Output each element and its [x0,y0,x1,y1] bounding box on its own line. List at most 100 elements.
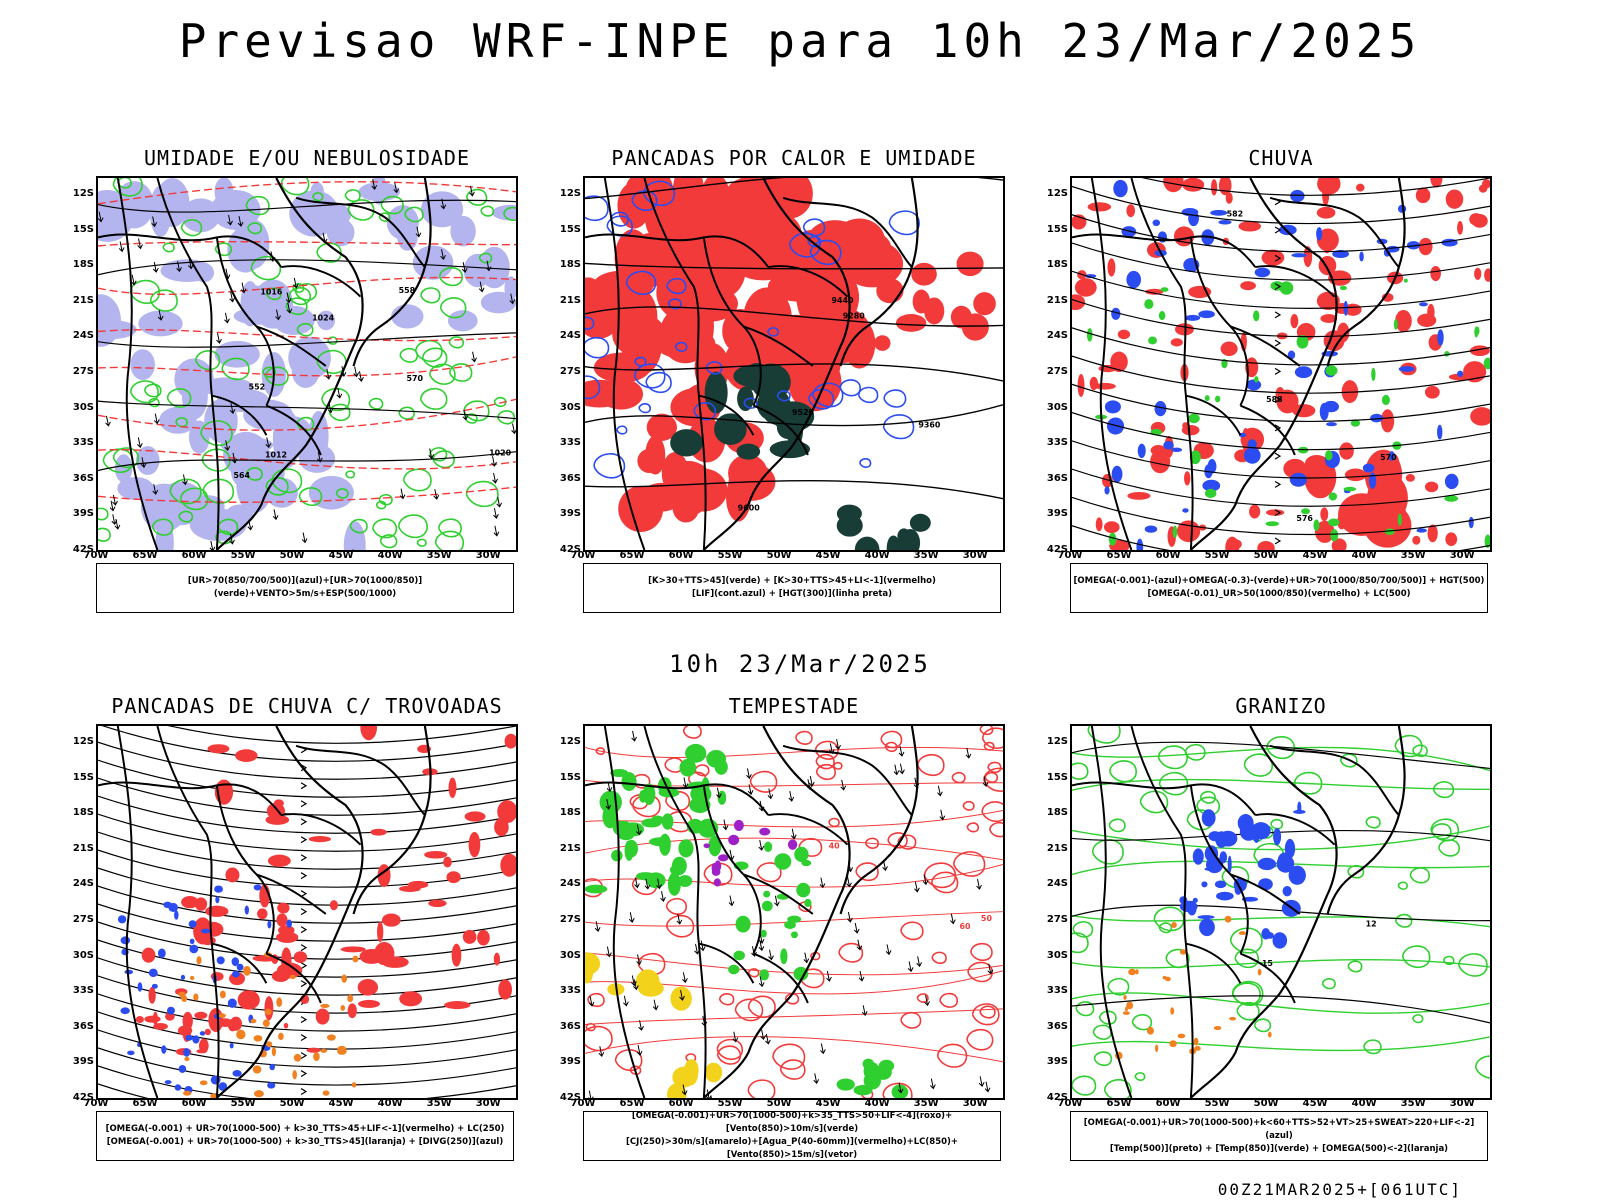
panel-title: PANCADAS POR CALOR E UMIDADE [611,146,977,170]
convective-area-red [585,291,622,339]
precipitable-water-contour [595,747,606,756]
omega-area-green [1403,278,1408,283]
wind-vector [136,437,143,449]
streamline-arrow [300,782,308,790]
omega-area-blue [1290,189,1305,203]
convective-area-red [618,485,664,532]
longitude-label: 40W [1351,550,1377,561]
hail-area-blue [1216,891,1234,901]
humidity-contour-low [397,514,428,539]
wind-vector [899,763,905,775]
hail-area-blue [1197,915,1215,920]
storm-area-red [399,885,421,892]
temp-850-contour [1184,743,1206,761]
wind-vector [353,366,360,378]
streamline-500 [1072,468,1490,507]
omega-area-blue [1202,479,1221,492]
temp-850-contour [1412,1014,1424,1024]
storm-area-orange [252,1065,262,1074]
wind-vector [152,262,159,273]
storm-area-red [293,951,308,963]
streamline-arrow [300,764,308,772]
longitude-label: 35W [913,550,939,561]
divergence-area-blue [215,896,220,904]
humidity-contour-low [288,287,311,306]
precipitable-water-contour [966,1028,994,1051]
wind-850-area [717,790,727,805]
storm-area-orange [293,1053,302,1062]
temp-850-contour [1134,1072,1146,1081]
storm-area-red [271,970,290,982]
contour-label: 1016 [260,288,283,297]
omega-area-blue [1437,424,1443,440]
humidity-contour-low [439,297,467,319]
contour-label: 9360 [918,420,941,429]
omega-area-red [1257,540,1275,550]
temp-850-contour [1072,762,1089,780]
border-line [156,178,220,550]
precipitable-water-contour [923,862,957,889]
omega-area-red [1220,341,1238,357]
omega-area-green [1371,367,1376,381]
wind-850-area [761,900,773,912]
storm-area-orange [210,1093,217,1098]
humidity-area-high [310,182,324,201]
hail-area-blue [1273,828,1282,846]
temp-500-contour [1072,741,1490,770]
wind-vector [976,879,982,890]
wind-850-area [733,950,745,961]
humidity-contour-low [262,366,277,378]
jet-stream-area [638,979,664,997]
convective-area-red [839,223,873,263]
wind-850-area [804,898,812,908]
omega-area-red [1089,376,1099,391]
omega-area-red [1415,187,1431,204]
precipitable-water-contour [832,761,843,770]
temp-850-contour [1131,1014,1153,1031]
border-line [753,952,809,1004]
omega-area-red [1424,481,1439,493]
longitude-label: 60W [668,1098,694,1109]
convective-area-green [909,513,931,532]
border-line [768,813,849,846]
omega-500-area [1126,1001,1134,1010]
convective-area-green [733,364,774,388]
thickness-contour [98,449,516,470]
border-line [1072,781,1257,816]
omega-area-blue [1210,209,1228,216]
wind-vector [598,1046,605,1058]
wind-vector [130,274,137,286]
divergence-area-blue [166,1006,175,1015]
storm-area-orange [276,997,283,1008]
omega-500-area [1267,1031,1272,1038]
convective-area-red [911,262,937,286]
humidity-contour-low [466,188,488,206]
omega-area-red [1320,314,1338,323]
latitude-label: 24S [559,878,581,890]
humidity-contour-low [265,477,289,496]
streamline-arrow [300,872,308,880]
wind-vector [808,775,815,787]
divergence-area-blue [189,944,199,954]
storm-area-orange [320,1048,328,1053]
wind-850-area [641,818,662,828]
omega-area-red [1107,258,1116,277]
wind-vector [885,944,892,956]
border-line [1230,873,1301,915]
wind-vector [440,249,446,261]
wind-vector [216,333,222,344]
precipitable-water-contour [981,727,1003,750]
wind-vector [978,1076,985,1088]
convective-area-green [854,536,880,550]
temp-500-contour [1072,904,1490,922]
valid-time-subtitle: 10h 23/Mar/2025 [669,650,931,678]
temp-850-contour [1158,771,1189,796]
wind-vector [140,457,147,469]
streamline-500 [1072,383,1490,422]
omega-area-blue [1294,366,1313,379]
severe-area-purple [787,839,798,850]
temp-850-contour [1072,992,1490,1014]
contour-label: 570 [407,374,424,383]
omega-area-red [1275,387,1285,401]
humidity-contour-low [245,467,263,481]
